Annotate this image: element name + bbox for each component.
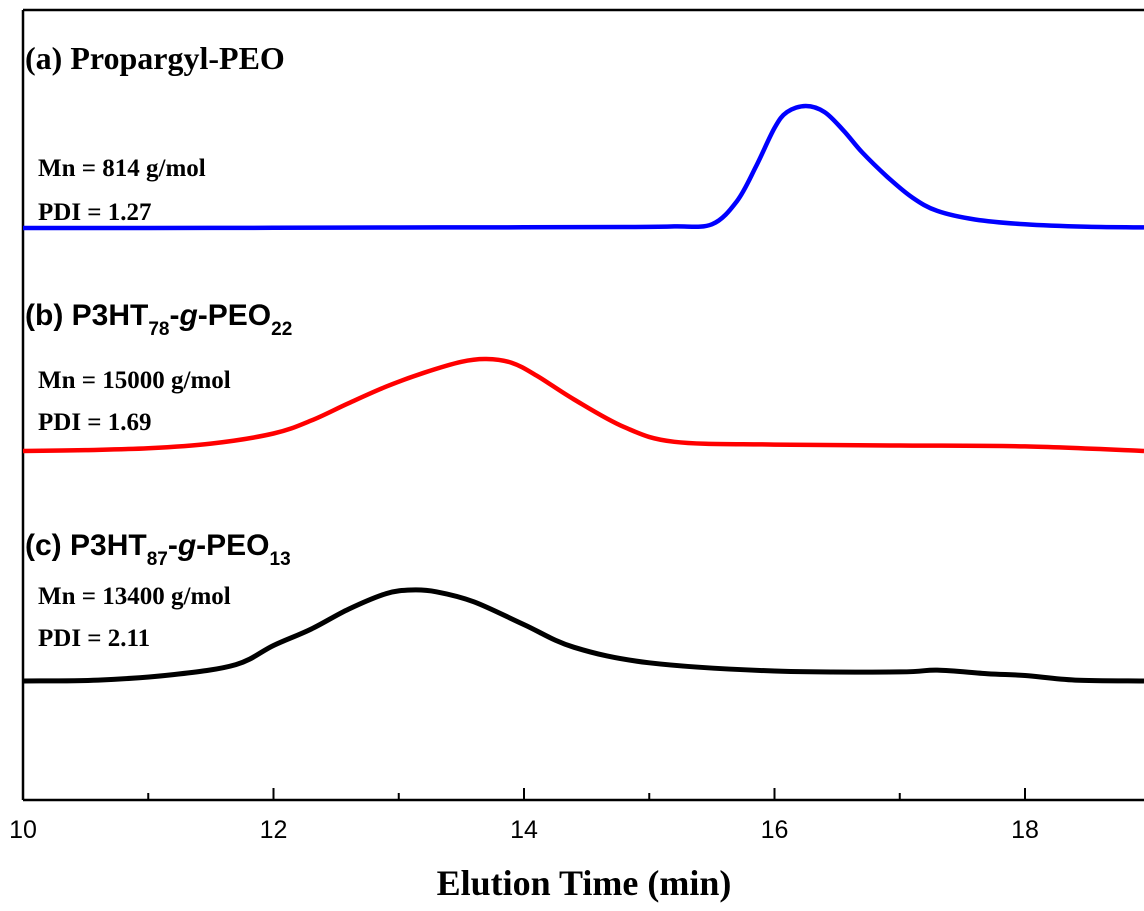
x-tick-label: 14 <box>510 816 538 844</box>
series-c-label-sub1: 87 <box>147 549 168 570</box>
series-b-label-mid: - <box>169 299 179 332</box>
x-tick-label: 18 <box>1011 816 1039 844</box>
series-b-label-prefix: (b) P3HT <box>25 299 148 332</box>
x-axis-tick-labels: 10 12 14 16 18 <box>9 816 1039 844</box>
series-c-label-peo: -PEO <box>196 529 269 562</box>
series-b-label: (b) P3HT78-g-PEO22 <box>25 299 292 340</box>
series-c-mn: Mn = 13400 g/mol <box>38 583 231 610</box>
series-b-mn: Mn = 15000 g/mol <box>38 367 231 394</box>
x-tick-label: 16 <box>761 816 789 844</box>
series-b-label-g: g <box>178 299 197 332</box>
series-a-pdi: PDI = 1.27 <box>38 199 152 226</box>
series-curves <box>22 103 1144 684</box>
series-c-curve <box>22 587 1144 684</box>
series-c-label-mid: - <box>168 529 178 562</box>
series-a-label: (a) Propargyl-PEO <box>25 40 285 76</box>
series-c-pdi: PDI = 2.11 <box>38 625 150 652</box>
series-b-label-peo: -PEO <box>198 299 271 332</box>
series-c-label-g: g <box>177 529 196 562</box>
series-b-pdi: PDI = 1.69 <box>38 409 152 436</box>
series-c-label: (c) P3HT87-g-PEO13 <box>25 529 291 570</box>
x-axis-label: Elution Time (min) <box>437 863 732 903</box>
series-b-label-sub2: 22 <box>271 319 292 340</box>
series-a-mn: Mn = 814 g/mol <box>38 155 206 182</box>
plot-frame <box>21 8 1144 802</box>
x-tick-label: 10 <box>9 816 37 844</box>
x-axis-ticks <box>22 788 1027 800</box>
series-c-label-prefix: (c) P3HT <box>25 529 147 562</box>
series-a-curve <box>23 103 1144 231</box>
x-tick-label: 12 <box>260 816 288 844</box>
series-b-curve <box>22 356 1144 454</box>
series-b-label-sub1: 78 <box>148 319 169 340</box>
series-c-label-sub2: 13 <box>270 549 291 570</box>
